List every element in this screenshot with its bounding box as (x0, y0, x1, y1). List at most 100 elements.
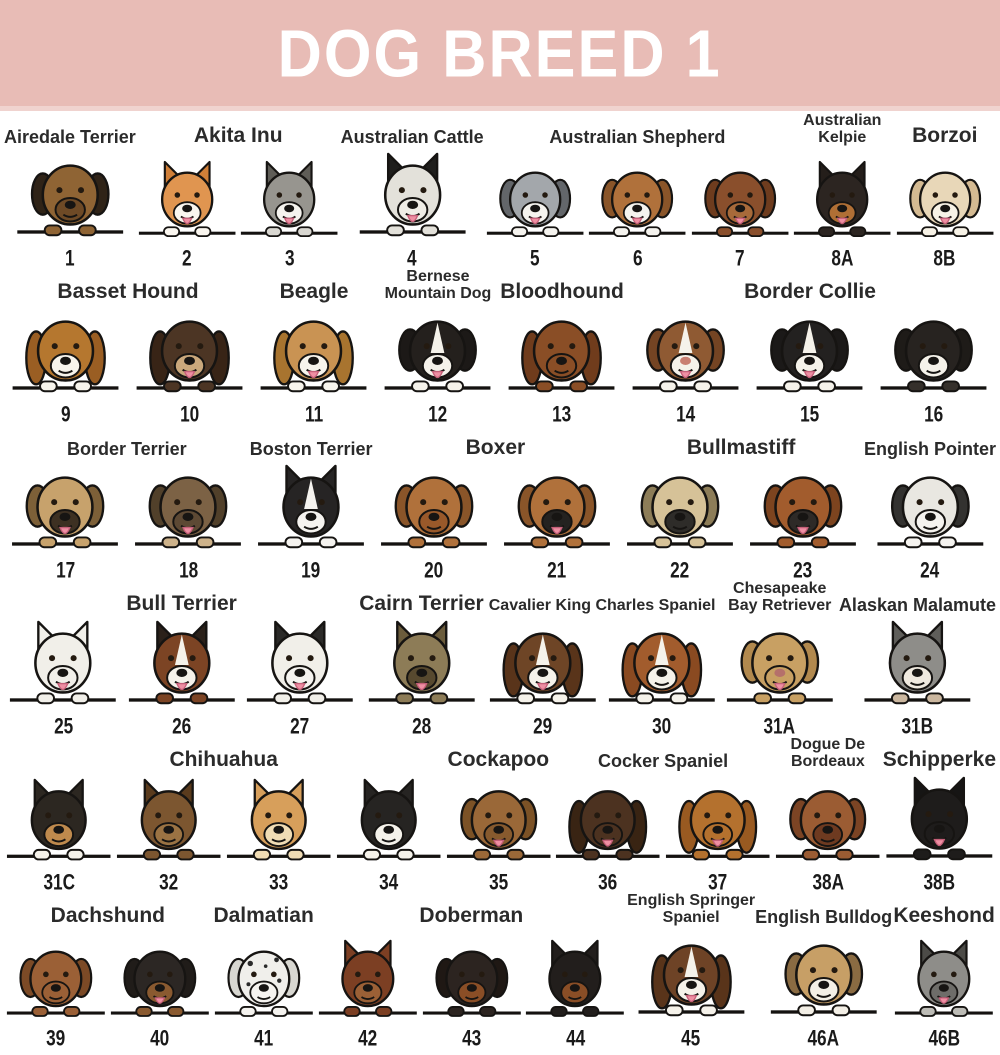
dog-illustration (241, 160, 338, 238)
dog-illustration (757, 320, 863, 393)
dog-group: 13 (500, 304, 624, 427)
dog-number: 37 (708, 870, 728, 895)
dog-cell: 45 (627, 928, 755, 1051)
dog-group: 35 (443, 772, 553, 894)
breed-group: Borzoi 8B (894, 113, 996, 271)
breed-label: Border Collie (744, 279, 876, 303)
dog-illustration (368, 620, 475, 705)
dog-group: 17 18 (4, 460, 250, 582)
breed-row: Airedale Terrier 1 Akita Inu 2 (4, 113, 996, 271)
dog-cell: 6 (586, 148, 688, 270)
dog-group: 31C 32 33 (4, 772, 443, 895)
dog-group: 1 (4, 148, 136, 270)
dog-number: 11 (304, 402, 324, 427)
breed-group: Boxer 20 21 (373, 425, 619, 583)
dog-number: 8B (933, 246, 956, 271)
dog-number: 45 (681, 1026, 701, 1051)
dog-illustration (776, 790, 880, 861)
dog-number: 13 (552, 402, 572, 427)
dog-cell: 39 (4, 928, 108, 1050)
breed-group: English Bulldog 46A (755, 893, 892, 1050)
dog-group: 38B (883, 772, 996, 894)
breed-label: Cairn Terrier (359, 591, 484, 615)
breed-group: Border Terrier 17 18 (4, 425, 250, 582)
dog-cell: 27 (241, 616, 359, 739)
dog-number: 3 (284, 246, 295, 271)
dog-illustration (770, 944, 877, 1017)
dog-cell: 8B (894, 148, 996, 271)
dog-illustration (247, 620, 353, 705)
dog-cell: 17 (4, 460, 127, 582)
dog-number: 21 (547, 558, 567, 583)
dog-number: 22 (670, 558, 690, 583)
dog-illustration (226, 778, 331, 861)
breed-row: Chihuahua 31C 32 (4, 736, 996, 895)
dog-number: 43 (461, 1026, 481, 1051)
dog-cell: 30 (602, 616, 720, 738)
breed-label: Bull Terrier (126, 591, 237, 615)
breed-group: Cavalier King Charles Spaniel 29 30 (484, 581, 721, 737)
breed-group: Bullmastiff 22 23 (618, 425, 864, 583)
breed-label: Australian Cattle (340, 127, 484, 148)
dog-illustration (117, 778, 221, 861)
dog-group: 46A (755, 928, 892, 1050)
dog-number: 29 (533, 714, 553, 739)
breed-label: Cockapoo (447, 747, 550, 771)
dog-illustration (7, 778, 111, 861)
dog-group: 22 23 (618, 460, 864, 583)
dog-illustration (556, 790, 660, 861)
dog-number: 40 (150, 1026, 170, 1051)
dog-number: 4 (407, 246, 417, 271)
breed-group: Cairn Terrier 28 (359, 581, 484, 737)
breed-label: Akita Inu (193, 123, 283, 147)
dog-group: 42 43 44 (316, 928, 628, 1051)
dog-group: 9 10 (4, 304, 252, 426)
dog-cell: 24 (864, 460, 996, 582)
dog-cell: 31C (4, 772, 114, 894)
dog-illustration (381, 476, 487, 549)
dog-illustration (864, 620, 971, 705)
breed-group: Alaskan Malamute 31B (839, 581, 996, 738)
dog-cell: 31B (839, 616, 996, 738)
dog-number: 16 (924, 402, 944, 427)
dog-cell: 10 (128, 304, 252, 426)
dog-cell: 21 (495, 460, 618, 583)
dog-number: 27 (290, 714, 310, 739)
dog-illustration (6, 950, 105, 1017)
dog-illustration (666, 790, 770, 861)
dog-illustration (16, 164, 123, 237)
breed-label: English Springer Spaniel (627, 892, 756, 927)
dog-number: 7 (735, 246, 745, 271)
dog-group: 24 (864, 460, 996, 582)
dog-illustration (135, 476, 242, 549)
breed-group: Akita Inu 2 3 (136, 113, 341, 271)
breed-label: Cocker Spaniel (598, 751, 729, 772)
dog-illustration (638, 944, 745, 1017)
breed-group: Australian Shepherd 5 6 (484, 113, 791, 271)
breed-group: Airedale Terrier 1 (4, 113, 136, 270)
dog-group: 2 3 (136, 148, 341, 271)
dog-illustration (895, 939, 994, 1017)
dog-illustration (12, 476, 119, 549)
breed-label: Dalmatian (213, 903, 314, 927)
dog-illustration (490, 632, 596, 705)
breed-label: Bullmastiff (686, 435, 796, 459)
dog-cell: 18 (127, 460, 250, 582)
dog-cell: 28 (359, 616, 484, 738)
breed-group: Boston Terrier 19 (250, 425, 373, 582)
dog-number: 14 (676, 402, 696, 427)
breed-label: Dogue De Bordeaux (790, 736, 866, 771)
breed-label: Boxer (465, 435, 526, 459)
dog-number: 33 (269, 870, 289, 895)
dog-group: 46B (892, 928, 996, 1050)
dog-cell: 8A (791, 148, 893, 270)
dog-cell: 26 (122, 616, 240, 738)
dog-cell: 22 (618, 460, 741, 583)
dog-illustration (10, 620, 117, 705)
breed-group: Dachshund 39 40 (4, 893, 212, 1051)
breed-label: Bloodhound (500, 279, 624, 303)
breed-group: Chesapeake Bay Retriever 31A (721, 580, 839, 738)
breed-group: Bernese Mountain Dog 12 (376, 269, 500, 426)
dog-illustration (110, 950, 209, 1017)
breed-label: Chesapeake Bay Retriever (728, 580, 832, 615)
